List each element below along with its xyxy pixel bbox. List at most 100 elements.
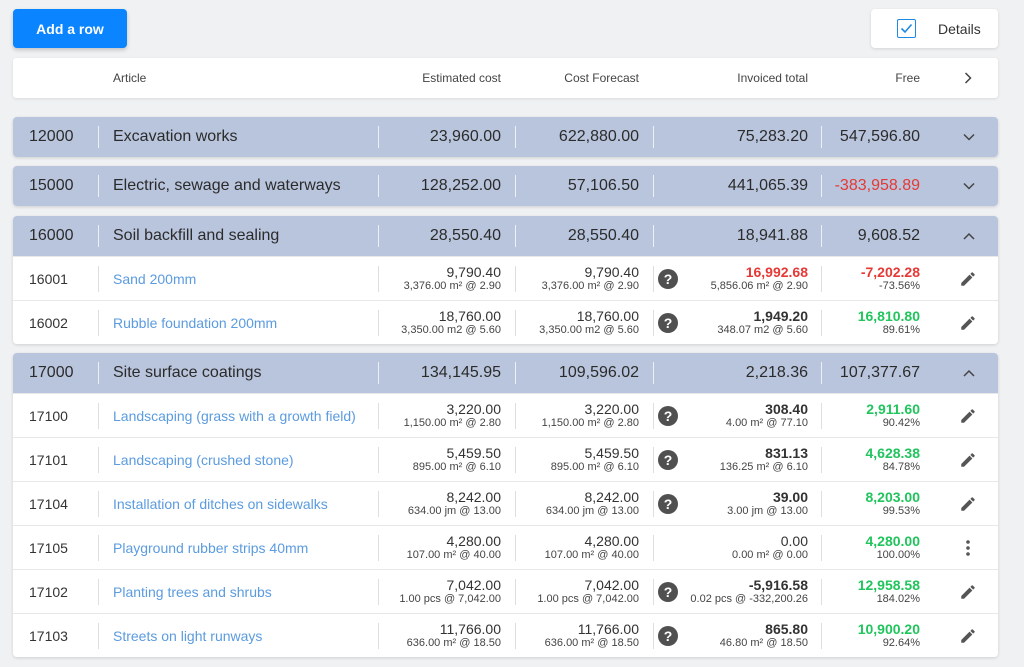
item-estimated-value: 9,790.40: [446, 264, 502, 281]
group-row[interactable]: 12000 Excavation works 23,960.00 622,880.00…: [13, 117, 998, 157]
add-row-button[interactable]: Add a row: [13, 9, 127, 48]
item-estimated: 18,760.00 3,350.00 m2 @ 5.60: [401, 301, 501, 344]
help-icon[interactable]: ?: [658, 269, 678, 289]
item-estimated: 8,242.00 634.00 jm @ 13.00: [408, 482, 501, 525]
column-divider: [515, 535, 516, 561]
item-forecast-detail: 107.00 m² @ 40.00: [544, 549, 639, 562]
group-title: Excavation works: [113, 128, 238, 145]
column-divider: [515, 491, 516, 517]
column-divider: [821, 266, 822, 292]
item-estimated: 3,220.00 1,150.00 m² @ 2.80: [404, 394, 501, 437]
header-forecast: Cost Forecast: [564, 71, 639, 85]
item-code: 17105: [29, 539, 68, 556]
edit-icon[interactable]: [958, 626, 978, 646]
item-free: 12,958.58 184.02%: [858, 570, 920, 613]
more-vert-icon[interactable]: [958, 538, 978, 558]
column-divider: [515, 403, 516, 429]
column-divider: [378, 175, 379, 197]
item-article-link[interactable]: Rubble foundation 200mm: [113, 314, 278, 331]
item-invoiced: 831.13 136.25 m² @ 6.10: [720, 438, 808, 481]
column-divider: [515, 126, 516, 148]
column-divider: [378, 362, 379, 384]
item-article-link[interactable]: Playground rubber strips 40mm: [113, 539, 309, 556]
item-article-link[interactable]: Sand 200mm: [113, 270, 197, 287]
group-row[interactable]: 15000 Electric, sewage and waterways 128,2…: [13, 166, 998, 206]
group-row[interactable]: 17000 Site surface coatings 134,145.95 109,…: [13, 353, 998, 393]
item-estimated-detail: 895.00 m² @ 6.10: [412, 461, 501, 474]
group-forecast: 28,550.40: [567, 227, 639, 244]
chevron-up-icon[interactable]: [963, 216, 975, 256]
edit-icon[interactable]: [958, 450, 978, 470]
item-article-link[interactable]: Streets on light runways: [113, 627, 263, 644]
item-free-detail: 84.78%: [882, 461, 920, 474]
column-divider: [98, 175, 99, 197]
item-code: 17104: [29, 495, 68, 512]
column-divider: [653, 126, 654, 148]
chevron-up-icon[interactable]: [963, 353, 975, 393]
details-checkbox[interactable]: [897, 19, 916, 38]
help-icon[interactable]: ?: [658, 494, 678, 514]
item-free-value: 12,958.58: [857, 577, 920, 594]
chevron-down-icon[interactable]: [963, 166, 975, 206]
item-invoiced-value: 865.80: [765, 621, 808, 638]
item-invoiced-value: 831.13: [765, 445, 808, 462]
column-divider: [98, 447, 99, 473]
edit-icon[interactable]: [958, 406, 978, 426]
column-divider: [821, 403, 822, 429]
item-invoiced-detail: 0.02 pcs @ -332,200.26: [690, 593, 808, 606]
edit-icon[interactable]: [958, 494, 978, 514]
help-icon[interactable]: ?: [658, 406, 678, 426]
help-icon[interactable]: ?: [658, 626, 678, 646]
column-divider: [653, 447, 654, 473]
item-article-link[interactable]: Planting trees and shrubs: [113, 583, 272, 600]
edit-icon[interactable]: [958, 313, 978, 333]
item-invoiced: 865.80 46.80 m² @ 18.50: [720, 614, 808, 657]
item-free-value: 4,280.00: [865, 533, 921, 550]
item-free: 8,203.00 99.53%: [866, 482, 921, 525]
group-forecast: 57,106.50: [567, 177, 639, 194]
item-free-detail: -73.56%: [879, 280, 920, 293]
column-divider: [98, 579, 99, 605]
item-code: 17102: [29, 583, 68, 600]
table-row: 16002 Rubble foundation 200mm 18,760.00 3,3…: [13, 300, 998, 344]
chevron-down-icon[interactable]: [963, 117, 975, 157]
item-estimated-detail: 636.00 m² @ 18.50: [406, 637, 501, 650]
item-code: 17100: [29, 407, 68, 424]
details-label: Details: [938, 20, 981, 37]
item-estimated: 9,790.40 3,376.00 m² @ 2.90: [404, 257, 501, 300]
item-forecast: 5,459.50 895.00 m² @ 6.10: [551, 438, 639, 481]
column-divider: [821, 126, 822, 148]
table-row: 16001 Sand 200mm 9,790.40 3,376.00 m² @ 2.9…: [13, 256, 998, 300]
column-divider: [515, 175, 516, 197]
column-divider: [821, 362, 822, 384]
item-estimated: 5,459.50 895.00 m² @ 6.10: [413, 438, 501, 481]
chevron-right-icon[interactable]: [964, 58, 972, 98]
help-icon[interactable]: ?: [658, 450, 678, 470]
item-estimated-value: 11,766.00: [439, 621, 501, 638]
group-free: 9,608.52: [857, 227, 920, 244]
group-title: Electric, sewage and waterways: [113, 177, 341, 194]
column-divider: [653, 225, 654, 247]
check-icon: [900, 23, 913, 34]
column-divider: [98, 491, 99, 517]
item-forecast: 3,220.00 1,150.00 m² @ 2.80: [542, 394, 639, 437]
item-forecast-detail: 3,376.00 m² @ 2.90: [541, 280, 639, 293]
item-article-link[interactable]: Landscaping (grass with a growth field): [113, 407, 356, 424]
help-icon[interactable]: ?: [658, 313, 678, 333]
item-code: 16001: [29, 270, 68, 287]
item-article-link[interactable]: Installation of ditches on sidewalks: [113, 495, 328, 512]
item-estimated-value: 4,280.00: [446, 533, 502, 550]
group-row[interactable]: 16000 Soil backfill and sealing 28,550.40 2…: [13, 216, 998, 256]
column-divider: [653, 403, 654, 429]
edit-icon[interactable]: [958, 582, 978, 602]
item-forecast-detail: 1.00 pcs @ 7,042.00: [537, 593, 639, 606]
group-invoiced: 75,283.20: [736, 128, 808, 145]
group-title: Soil backfill and sealing: [113, 227, 280, 244]
column-divider: [653, 579, 654, 605]
help-icon[interactable]: ?: [658, 582, 678, 602]
details-toggle[interactable]: Details: [871, 9, 998, 48]
header-invoiced: Invoiced total: [737, 71, 808, 85]
edit-icon[interactable]: [958, 269, 978, 289]
item-article-link[interactable]: Landscaping (crushed stone): [113, 451, 294, 468]
column-divider: [515, 579, 516, 605]
